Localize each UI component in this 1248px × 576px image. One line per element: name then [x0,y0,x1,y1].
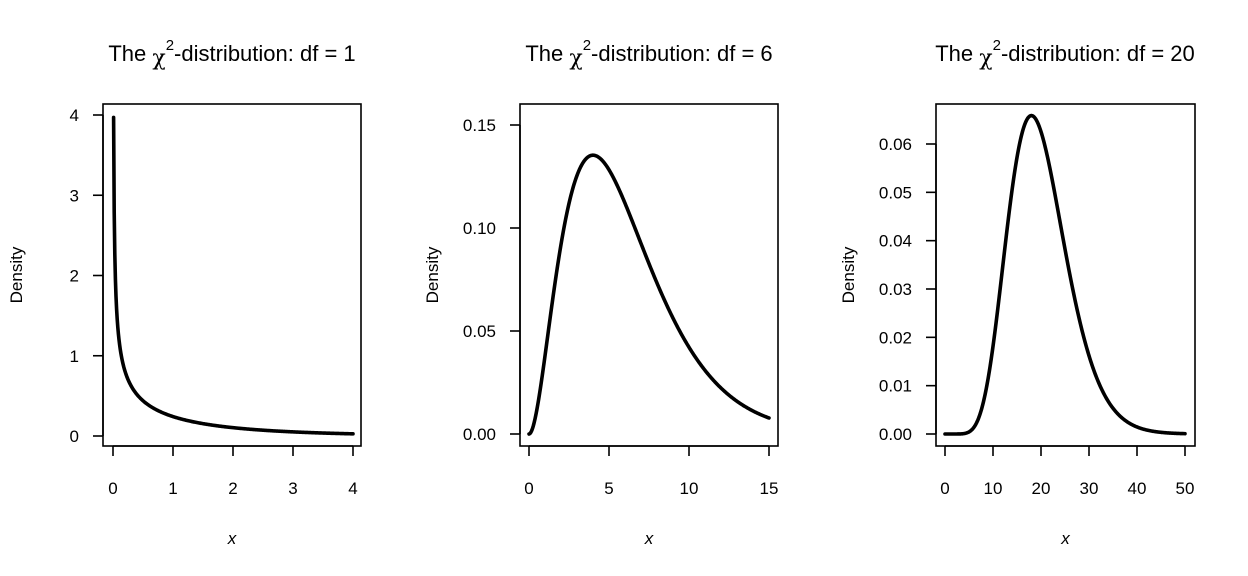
y-axis-label: Density [839,246,858,303]
chart-panel-df-20: The χ2-distribution: df = 20 0 10 20 30 40 50 x… [839,37,1196,548]
y-axis: 0.00 0.05 0.10 0.15 Density [423,116,521,444]
y-tick-label: 0 [70,427,79,446]
y-tick-label: 1 [70,347,79,366]
x-tick-label: 2 [228,479,237,498]
y-tick-label: 0.02 [879,328,912,347]
y-tick-label: 2 [70,267,79,286]
y-tick-label: 3 [70,186,79,205]
chart-title: The χ2-distribution: df = 1 [108,37,355,71]
y-axis-label: Density [423,246,442,303]
chart-panel-df-6: The χ2-distribution: df = 60 5 10 15x0.000.… [423,37,779,548]
y-tick-label: 0.04 [879,232,912,251]
x-axis-label: x [227,529,237,548]
x-tick-label: 30 [1080,479,1099,498]
y-tick-label: 0.00 [879,425,912,444]
density-curve [527,153,771,436]
x-tick-label: 0 [524,479,533,498]
chart-title: The χ2-distribution: df = 6 [525,37,772,71]
x-tick-label: 5 [604,479,613,498]
x-tick-label: 10 [680,479,699,498]
y-tick-label: 0.03 [879,280,912,299]
x-axis: 0 1 2 3 4 x [108,445,358,548]
density-curve [943,113,1187,436]
x-axis: 0 10 20 30 40 50 x [940,445,1195,548]
chart-title: The χ2-distribution: df = 20 [935,37,1195,71]
plot-area-frame [102,103,362,447]
y-axis: 0.00 0.01 0.02 0.03 0.04 0.05 0.06 Density [839,135,937,444]
y-tick-label: 0.05 [463,322,496,341]
y-tick-label: 0.01 [879,377,912,396]
plot-area-frame [519,103,779,447]
y-tick-label: 0.10 [463,219,496,238]
y-tick-label: 0.15 [463,116,496,135]
x-tick-label: 1 [168,479,177,498]
x-tick-label: 20 [1032,479,1051,498]
y-tick-label: 0.05 [879,183,912,202]
x-axis-label: x [1060,529,1070,548]
x-tick-label: 10 [984,479,1003,498]
y-axis: 0 1 2 3 4 Density [7,106,104,446]
x-tick-label: 15 [760,479,779,498]
plot-area-frame [935,103,1196,447]
chart-panel-df-1: The χ2-distribution: df = 1 0 1 2 3 4 x 0 1 2 3 4 De… [7,37,362,548]
x-axis-label: x [644,529,654,548]
x-tick-label: 0 [940,479,949,498]
x-tick-label: 0 [108,479,117,498]
density-curve [111,115,355,436]
x-tick-label: 3 [288,479,297,498]
y-tick-label: 4 [70,106,79,125]
x-tick-label: 50 [1176,479,1195,498]
y-tick-label: 0.06 [879,135,912,154]
x-tick-label: 40 [1128,479,1147,498]
y-axis-label: Density [7,246,26,303]
y-tick-label: 0.00 [463,425,496,444]
x-tick-label: 4 [348,479,357,498]
x-axis: 0 5 10 15 x [524,445,779,548]
